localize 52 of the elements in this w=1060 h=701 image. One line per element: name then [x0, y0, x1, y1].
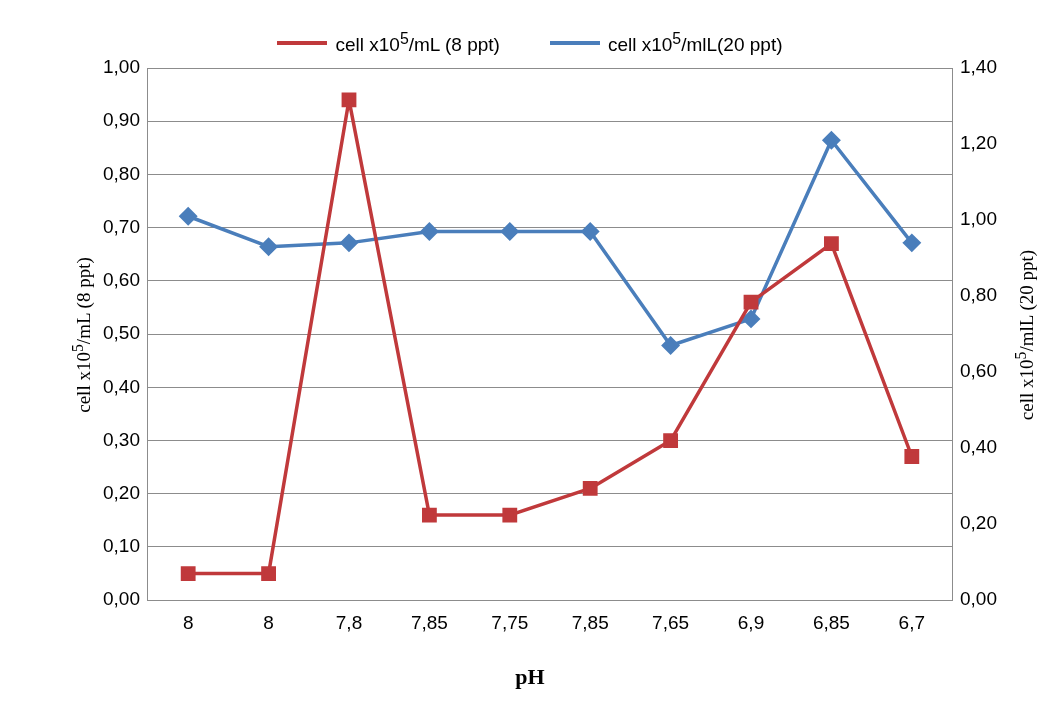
- point: [502, 507, 518, 523]
- point: [179, 207, 197, 226]
- point: [341, 92, 357, 108]
- y2-tick-label: 1,20: [960, 132, 997, 154]
- x-tick-label: 6,9: [737, 611, 765, 633]
- point: [904, 449, 920, 464]
- x-tick-label: 7,65: [652, 611, 690, 633]
- y2-tick-label: 1,40: [960, 56, 997, 78]
- x-tick-label: 7,8: [335, 611, 363, 633]
- y-tick-label: 0,70: [103, 215, 140, 237]
- y2-tick-label: 1,00: [960, 208, 997, 230]
- y-tick-label: 0,40: [103, 375, 140, 397]
- y-tick-label: 0,50: [103, 322, 140, 344]
- x-tick-label: 6,85: [812, 611, 850, 633]
- point: [581, 222, 599, 241]
- point: [743, 294, 759, 310]
- point: [663, 433, 679, 448]
- y-tick-label: 1,00: [103, 56, 140, 78]
- point: [421, 507, 437, 523]
- point: [180, 566, 196, 581]
- y-tick-label: 0,60: [103, 269, 140, 291]
- y2-tick-label: 0,20: [960, 512, 997, 534]
- point: [822, 131, 841, 149]
- y-tick-label: 0,80: [103, 162, 140, 184]
- y-tick-label: 0,20: [103, 481, 140, 503]
- y2-tick-label: 0,60: [960, 360, 997, 382]
- y2-tick-label: 0,40: [960, 436, 997, 458]
- x-tick-label: 8: [182, 611, 194, 633]
- legend-label: cell x10$^{5}$/mlL(20 ppt): [607, 30, 783, 57]
- point: [420, 222, 439, 241]
- y2-tick-label: 0,00: [960, 588, 997, 610]
- point: [661, 336, 680, 355]
- point: [824, 236, 839, 252]
- x-axis-title: pH: [514, 664, 546, 690]
- y-tick-label: 0,00: [103, 588, 140, 610]
- point: [903, 234, 921, 252]
- x-tick-label: 7,75: [491, 611, 529, 633]
- y-tick-label: 0,90: [103, 109, 140, 131]
- point: [501, 222, 519, 241]
- x-tick-label: 6,7: [898, 611, 926, 633]
- point: [259, 237, 278, 256]
- y-tick-label: 0,10: [103, 535, 140, 557]
- x-tick-label: 7,85: [410, 611, 448, 633]
- point: [261, 566, 276, 581]
- point: [582, 481, 598, 496]
- x-tick-label: 8: [263, 611, 274, 633]
- x-tick-label: 7,85: [571, 611, 609, 633]
- y2-tick-label: 0,80: [960, 284, 997, 306]
- legend-label: cell x10$^{5}$/mL (8 ppt): [335, 30, 500, 57]
- y-tick-label: 0,30: [103, 428, 140, 450]
- point: [340, 234, 358, 252]
- point: [742, 310, 760, 328]
